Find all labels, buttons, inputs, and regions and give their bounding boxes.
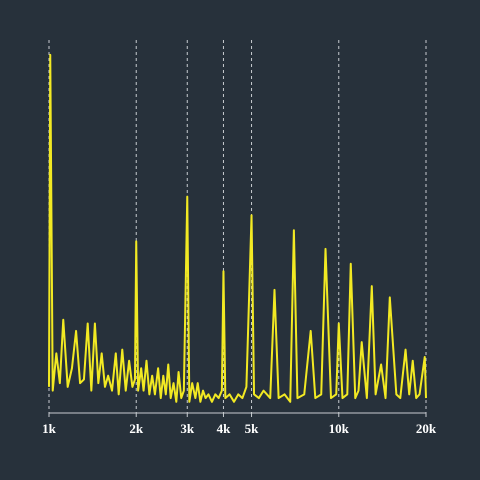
- x-tick-label: 1k: [42, 421, 57, 436]
- x-tick-label: 3k: [180, 421, 195, 436]
- x-tick-label: 5k: [245, 421, 260, 436]
- x-tick-label: 10k: [329, 421, 350, 436]
- x-tick-label: 20k: [416, 421, 437, 436]
- x-tick-label: 2k: [129, 421, 144, 436]
- x-tick-label: 4k: [217, 421, 232, 436]
- spectrum-line: [48, 53, 427, 403]
